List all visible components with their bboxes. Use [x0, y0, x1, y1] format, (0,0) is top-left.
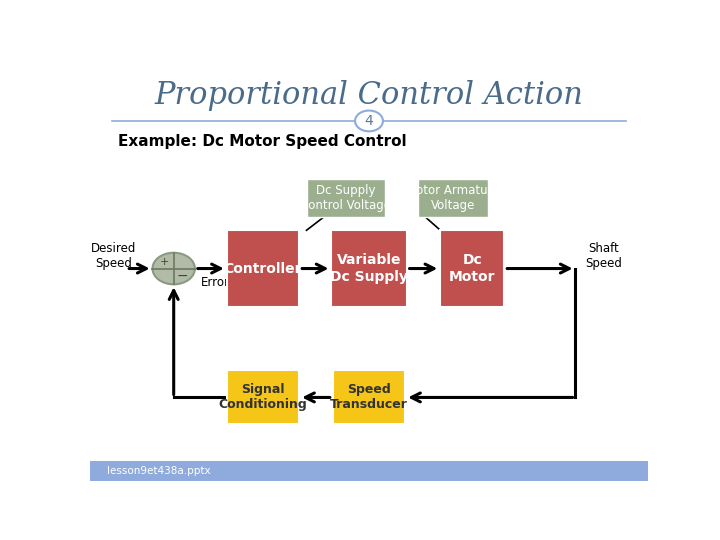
Text: Controller: Controller	[224, 261, 302, 275]
FancyBboxPatch shape	[440, 230, 504, 307]
Text: Speed
Transducer: Speed Transducer	[330, 383, 408, 411]
Text: +: +	[160, 257, 169, 267]
Text: Shaft
Speed: Shaft Speed	[585, 242, 622, 270]
FancyBboxPatch shape	[227, 370, 300, 424]
Text: lesson9et438a.pptx: lesson9et438a.pptx	[107, 465, 210, 476]
Circle shape	[153, 253, 195, 285]
FancyBboxPatch shape	[333, 370, 405, 424]
Text: Dc
Motor: Dc Motor	[449, 253, 495, 284]
Text: Signal
Conditioning: Signal Conditioning	[219, 383, 307, 411]
Text: Desired
Speed: Desired Speed	[91, 242, 136, 270]
Circle shape	[355, 111, 383, 131]
FancyBboxPatch shape	[227, 230, 300, 307]
Text: Dc Supply
Control Voltage: Dc Supply Control Voltage	[300, 184, 391, 212]
Text: Motor Armature
Voltage: Motor Armature Voltage	[406, 184, 500, 212]
FancyBboxPatch shape	[331, 230, 407, 307]
Text: Proportional Control Action: Proportional Control Action	[155, 80, 583, 111]
Text: 4: 4	[364, 114, 374, 128]
Text: −: −	[177, 269, 189, 283]
Text: Example: Dc Motor Speed Control: Example: Dc Motor Speed Control	[118, 134, 407, 149]
Text: Variable
Dc Supply: Variable Dc Supply	[330, 253, 408, 284]
Text: Error: Error	[200, 276, 230, 289]
FancyBboxPatch shape	[90, 461, 648, 481]
FancyBboxPatch shape	[418, 179, 487, 217]
FancyBboxPatch shape	[307, 179, 384, 217]
